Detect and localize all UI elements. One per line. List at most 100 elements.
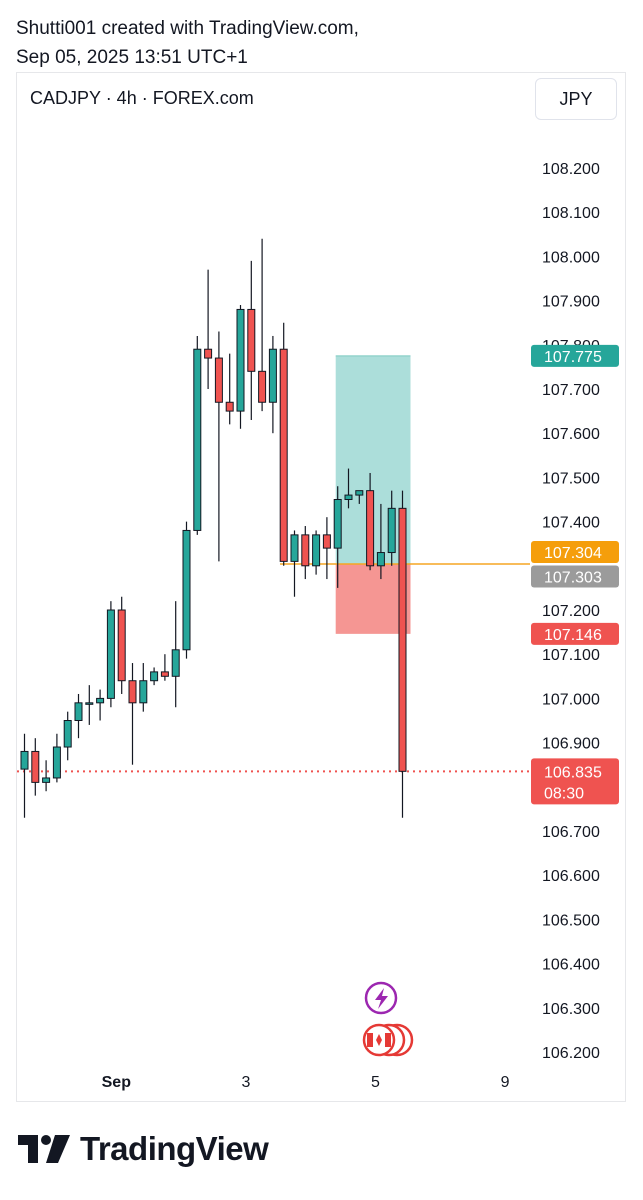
candle-body xyxy=(344,494,353,500)
candle-body xyxy=(376,552,385,567)
candle-body xyxy=(387,507,396,554)
chart-frame xyxy=(16,72,626,1102)
watermark-header: Shutti001 created with TradingView.com, … xyxy=(16,14,359,72)
flag-band-left xyxy=(367,1033,373,1047)
candle xyxy=(20,733,29,818)
y-tick-label: 107.100 xyxy=(542,647,600,664)
candle-body xyxy=(247,308,256,372)
last-price-text: 106.835 xyxy=(544,764,602,781)
candle xyxy=(258,238,267,412)
candle-body xyxy=(236,308,245,412)
candle xyxy=(193,335,202,535)
candle-body xyxy=(171,649,180,677)
candle-body xyxy=(139,680,148,704)
candle-body xyxy=(128,680,137,704)
candle xyxy=(42,760,51,792)
price-label-text: 107.304 xyxy=(544,545,602,562)
candle-body xyxy=(96,697,105,704)
candle-body xyxy=(85,702,94,705)
candle-body xyxy=(290,534,299,562)
y-tick-label: 107.600 xyxy=(542,426,600,443)
candle-body xyxy=(225,401,234,412)
y-tick-label: 106.600 xyxy=(542,868,600,885)
price-label-bg xyxy=(531,344,619,367)
candle xyxy=(139,663,148,712)
x-tick-label: 3 xyxy=(241,1074,250,1091)
y-tick-label: 106.300 xyxy=(542,1001,600,1018)
candle xyxy=(268,335,277,434)
y-tick-label: 107.200 xyxy=(542,603,600,620)
symbol-title: CADJPY · 4h · FOREX.com xyxy=(30,88,254,108)
candle xyxy=(279,322,288,566)
candle xyxy=(344,468,353,509)
candle-body xyxy=(52,746,61,779)
candle-body xyxy=(117,609,126,682)
candle-body xyxy=(182,529,191,651)
author-line: Shutti001 created with TradingView.com, xyxy=(16,18,359,39)
candle xyxy=(214,331,223,562)
candle-body xyxy=(312,534,321,567)
tradingview-logo-icon xyxy=(18,1135,70,1163)
timestamp-line: Sep 05, 2025 13:51 UTC+1 xyxy=(16,47,248,68)
candle xyxy=(85,685,94,725)
candle xyxy=(247,260,256,420)
candle xyxy=(312,530,321,575)
y-tick-label: 107.500 xyxy=(542,470,600,487)
lightning-bolt-icon xyxy=(375,988,388,1009)
candle xyxy=(376,503,385,580)
tradingview-brand: TradingView xyxy=(80,1130,269,1167)
y-tick-label: 108.200 xyxy=(542,161,600,178)
candle xyxy=(355,490,364,504)
y-tick-label: 107.900 xyxy=(542,294,600,311)
candle-body xyxy=(333,499,342,549)
candle xyxy=(290,530,299,597)
candle xyxy=(398,490,407,818)
candle xyxy=(204,269,213,389)
candle-body xyxy=(160,671,169,677)
candle xyxy=(96,689,105,721)
countdown-text: 08:30 xyxy=(544,785,584,802)
candle xyxy=(31,738,40,796)
candle-body xyxy=(150,671,159,682)
currency-button[interactable]: JPY xyxy=(535,78,617,120)
y-tick-label: 106.900 xyxy=(542,736,600,753)
price-label-text: 107.146 xyxy=(544,627,602,644)
y-tick-label: 107.000 xyxy=(542,691,600,708)
candle xyxy=(160,654,169,681)
candle xyxy=(182,521,191,659)
candle-body xyxy=(106,609,115,699)
y-tick-label: 107.400 xyxy=(542,515,600,532)
loss-zone xyxy=(335,564,411,634)
flag-band-right xyxy=(385,1033,391,1047)
candle xyxy=(322,517,331,580)
candle xyxy=(366,472,375,571)
x-tick-label: 9 xyxy=(501,1074,510,1091)
y-tick-label: 106.500 xyxy=(542,912,600,929)
candle-body xyxy=(366,490,375,567)
candle-body xyxy=(63,720,72,748)
price-label-text: 107.775 xyxy=(544,349,602,366)
candle-body xyxy=(268,348,277,403)
candle xyxy=(387,490,396,566)
price-label-bg xyxy=(531,565,619,588)
candle xyxy=(171,601,180,708)
candle-body xyxy=(193,348,202,531)
candle-body xyxy=(204,348,213,359)
candle xyxy=(117,596,126,694)
x-tick-label: 5 xyxy=(371,1074,380,1091)
candle xyxy=(225,353,234,425)
x-tick-label: Sep xyxy=(102,1074,132,1091)
candle xyxy=(333,486,342,588)
candle-body xyxy=(322,534,331,549)
price-label-bg xyxy=(531,622,619,645)
candle xyxy=(236,305,245,429)
last-price-label-bg xyxy=(531,758,619,805)
event-icons[interactable] xyxy=(362,981,414,1057)
candle-body xyxy=(20,750,29,770)
candle xyxy=(74,693,83,739)
candle xyxy=(128,663,137,765)
price-label-text: 107.303 xyxy=(544,569,602,586)
candle-body xyxy=(31,750,40,783)
maple-leaf-icon xyxy=(376,1034,382,1046)
